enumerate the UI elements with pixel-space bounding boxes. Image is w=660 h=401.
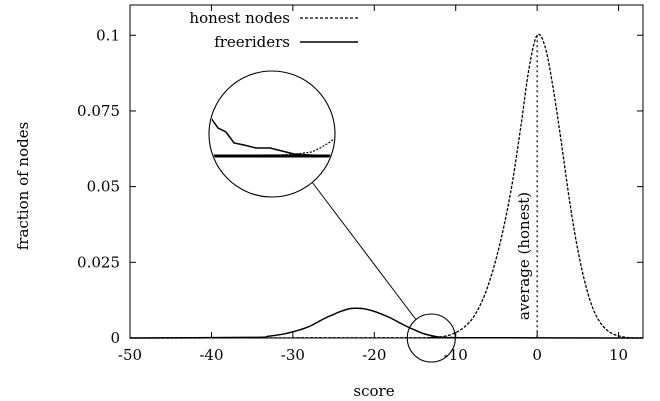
x-tick-label: -30 [281, 346, 305, 364]
x-tick-label: 10 [609, 346, 628, 364]
plot-frame [129, 4, 644, 339]
average-honest-label: average (honest) [515, 192, 533, 320]
zoom-freeriders-line [210, 117, 334, 157]
x-tick-label: -50 [118, 346, 142, 364]
x-ticks: -50 -40 -30 -20 -10 0 10 [118, 5, 628, 364]
series-line-honest-nodes [129, 33, 643, 339]
x-axis-label: score [353, 382, 394, 400]
series-line-freeriders [129, 307, 644, 339]
y-axis-label: fraction of nodes [14, 122, 32, 251]
zoom-source-circle [406, 313, 456, 363]
zoom-magnified-content [210, 117, 334, 158]
zoom-annotation [208, 70, 456, 363]
y-tick-label: 0.025 [77, 253, 120, 271]
y-tick-label: 0.075 [77, 102, 120, 120]
x-tick-label: -40 [199, 346, 223, 364]
legend-label-honest: honest nodes [189, 9, 290, 27]
y-ticks: 0 0.025 0.05 0.075 0.1 [77, 26, 643, 347]
series-lines [129, 33, 644, 339]
zoom-magnified-circle [208, 70, 336, 198]
x-tick-label: -10 [444, 346, 468, 364]
x-tick-label: 0 [532, 346, 542, 364]
legend-label-freeriders: freeriders [214, 33, 290, 51]
y-tick-label: 0.1 [96, 26, 120, 44]
y-tick-label: 0 [110, 329, 120, 347]
plot-frame-group [129, 4, 644, 339]
legend: honest nodes freeriders [189, 9, 358, 51]
zoom-connector-line [311, 181, 417, 321]
x-tick-label: -20 [362, 346, 386, 364]
zoom-honest-line [239, 136, 334, 157]
y-tick-label: 0.05 [87, 178, 120, 196]
